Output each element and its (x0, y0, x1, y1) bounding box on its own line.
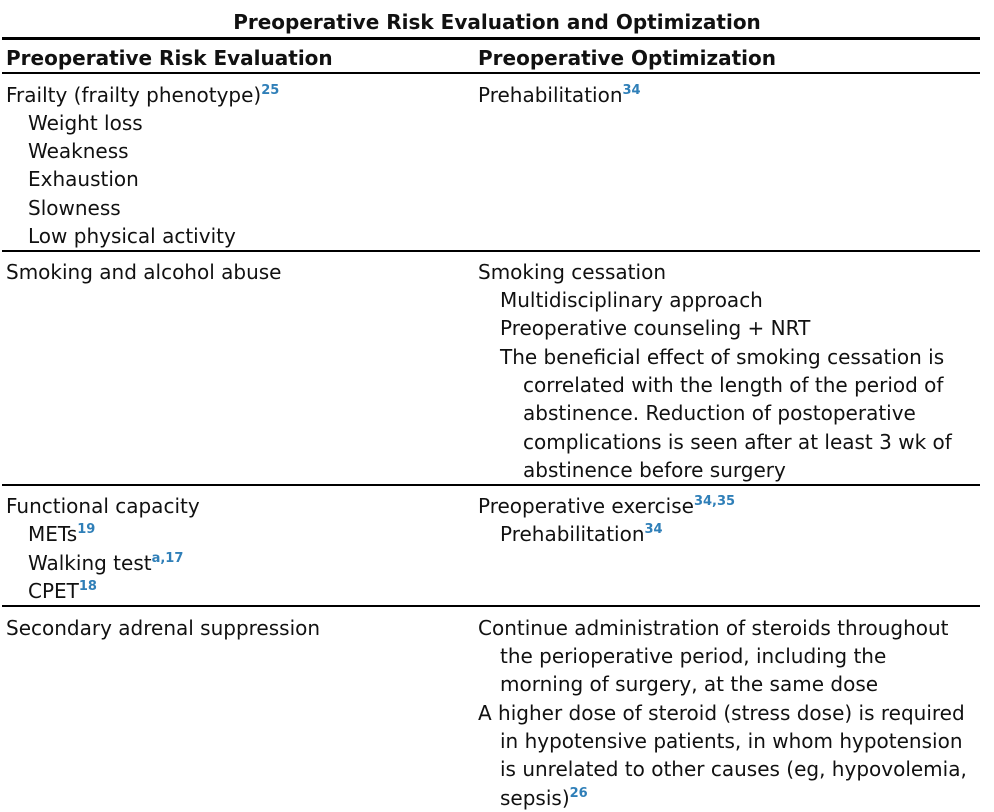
frailty-heading: Frailty (frailty phenotype)25 (6, 83, 280, 107)
reference-superscript: 26 (569, 786, 588, 801)
functional-capacity-item: Walking testa,17 (28, 551, 184, 575)
reference-superscript: 18 (78, 579, 97, 594)
smoking-item-continued: complications is seen after at least 3 w… (523, 430, 952, 454)
row-divider (2, 605, 980, 607)
smoking-item-continued: abstinence before surgery (523, 458, 786, 482)
reference-superscript: 34 (622, 83, 641, 98)
reference-superscript: 34 (644, 522, 663, 537)
functional-capacity-item: METs19 (28, 522, 96, 546)
smoking-item-continued: correlated with the length of the period… (523, 373, 944, 397)
adrenal-text-line: A higher dose of steroid (stress dose) i… (478, 701, 965, 725)
frailty-item: Exhaustion (28, 167, 139, 191)
adrenal-text-line: Continue administration of steroids thro… (478, 616, 949, 640)
reference-superscript: 25 (261, 83, 280, 98)
reference-superscript: 34,35 (693, 494, 736, 509)
frailty-item: Slowness (28, 196, 121, 220)
adrenal-text-line-last: sepsis)26 (500, 786, 588, 810)
prehabilitation-text: Prehabilitation34 (478, 83, 641, 107)
preoperative-exercise-heading: Preoperative exercise34,35 (478, 494, 736, 518)
adrenal-text-line: is unrelated to other causes (eg, hypovo… (500, 757, 967, 781)
smoking-item: The beneficial effect of smoking cessati… (500, 345, 945, 369)
functional-capacity-item: CPET18 (28, 579, 97, 603)
reference-superscript: 19 (77, 522, 96, 537)
row-divider (2, 484, 980, 486)
adrenal-text-line: the perioperative period, including the (500, 644, 887, 668)
header-rule (2, 72, 980, 74)
adrenal-text-line: in hypotensive patients, in whom hypoten… (500, 729, 963, 753)
smoking-item-continued: abstinence. Reduction of postoperative (523, 401, 916, 425)
table-title: Preoperative Risk Evaluation and Optimiz… (233, 10, 761, 34)
smoking-item: Preoperative counseling + NRT (500, 316, 811, 340)
row-divider (2, 250, 980, 252)
top-rule (2, 37, 980, 40)
functional-capacity-heading: Functional capacity (6, 494, 200, 518)
adrenal-text-line: morning of surgery, at the same dose (500, 672, 879, 696)
header-evaluation: Preoperative Risk Evaluation (6, 46, 333, 70)
frailty-item: Weakness (28, 139, 129, 163)
smoking-cessation-heading: Smoking cessation (478, 260, 666, 284)
header-optimization: Preoperative Optimization (478, 46, 777, 70)
smoking-alcohol-heading: Smoking and alcohol abuse (6, 260, 282, 284)
reference-superscript: a,17 (151, 551, 184, 566)
adrenal-suppression-heading: Secondary adrenal suppression (6, 616, 321, 640)
smoking-item: Multidisciplinary approach (500, 288, 763, 312)
frailty-item: Weight loss (28, 111, 143, 135)
frailty-item: Low physical activity (28, 224, 236, 248)
exercise-item: Prehabilitation34 (500, 522, 663, 546)
